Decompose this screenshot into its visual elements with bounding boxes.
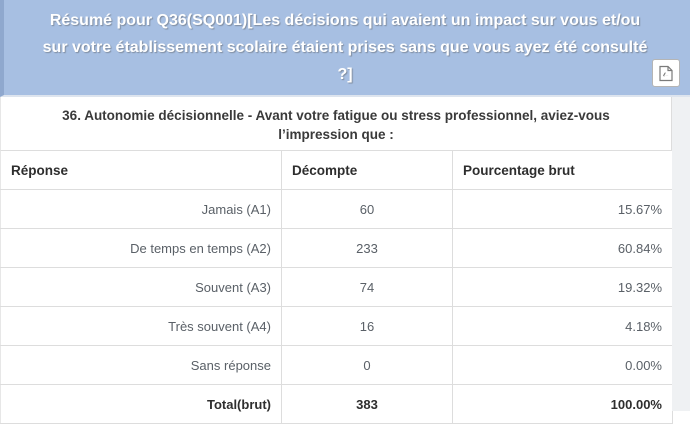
answer-cell: De temps en temps (A2) — [0, 228, 282, 268]
results-table: Réponse Décompte Pourcentage brut Jamais… — [0, 151, 673, 424]
count-cell: 16 — [281, 306, 453, 346]
percent-cell: 100.00% — [452, 384, 673, 424]
answer-cell: Sans réponse — [0, 345, 282, 385]
answer-cell: Très souvent (A4) — [0, 306, 282, 346]
count-cell: 74 — [281, 267, 453, 307]
panel-title: Résumé pour Q36(SQ001)[Les décisions qui… — [42, 12, 648, 83]
answer-cell: Total(brut) — [0, 384, 282, 424]
question-text: 36. Autonomie décisionnelle - Avant votr… — [62, 108, 610, 142]
question-text-bar: 36. Autonomie décisionnelle - Avant votr… — [0, 97, 672, 151]
statistics-panel-header: Résumé pour Q36(SQ001)[Les décisions qui… — [0, 0, 690, 97]
percent-cell: 60.84% — [452, 228, 673, 268]
percent-cell: 4.18% — [452, 306, 673, 346]
table-row: De temps en temps (A2) 233 60.84% — [0, 228, 673, 268]
count-cell: 60 — [281, 189, 453, 229]
pdf-file-icon — [659, 65, 673, 82]
page-background-strip — [672, 97, 690, 411]
table-row: Jamais (A1) 60 15.67% — [0, 189, 673, 229]
count-cell: 383 — [281, 384, 453, 424]
percent-cell: 0.00% — [452, 345, 673, 385]
percent-cell: 15.67% — [452, 189, 673, 229]
table-row: Souvent (A3) 74 19.32% — [0, 267, 673, 307]
answer-cell: Jamais (A1) — [0, 189, 282, 229]
count-cell: 233 — [281, 228, 453, 268]
export-pdf-button[interactable] — [652, 59, 680, 87]
table-row: Sans réponse 0 0.00% — [0, 345, 673, 385]
column-header-decompte: Décompte — [281, 151, 453, 190]
column-header-reponse: Réponse — [0, 151, 282, 190]
results-table-header-row: Réponse Décompte Pourcentage brut — [0, 151, 673, 190]
table-row: Très souvent (A4) 16 4.18% — [0, 306, 673, 346]
answer-cell: Souvent (A3) — [0, 267, 282, 307]
table-row-total: Total(brut) 383 100.00% — [0, 384, 673, 424]
results-table-body: Jamais (A1) 60 15.67% De temps en temps (A2… — [0, 189, 673, 424]
percent-cell: 19.32% — [452, 267, 673, 307]
column-header-pourcentage-brut: Pourcentage brut — [452, 151, 673, 190]
count-cell: 0 — [281, 345, 453, 385]
